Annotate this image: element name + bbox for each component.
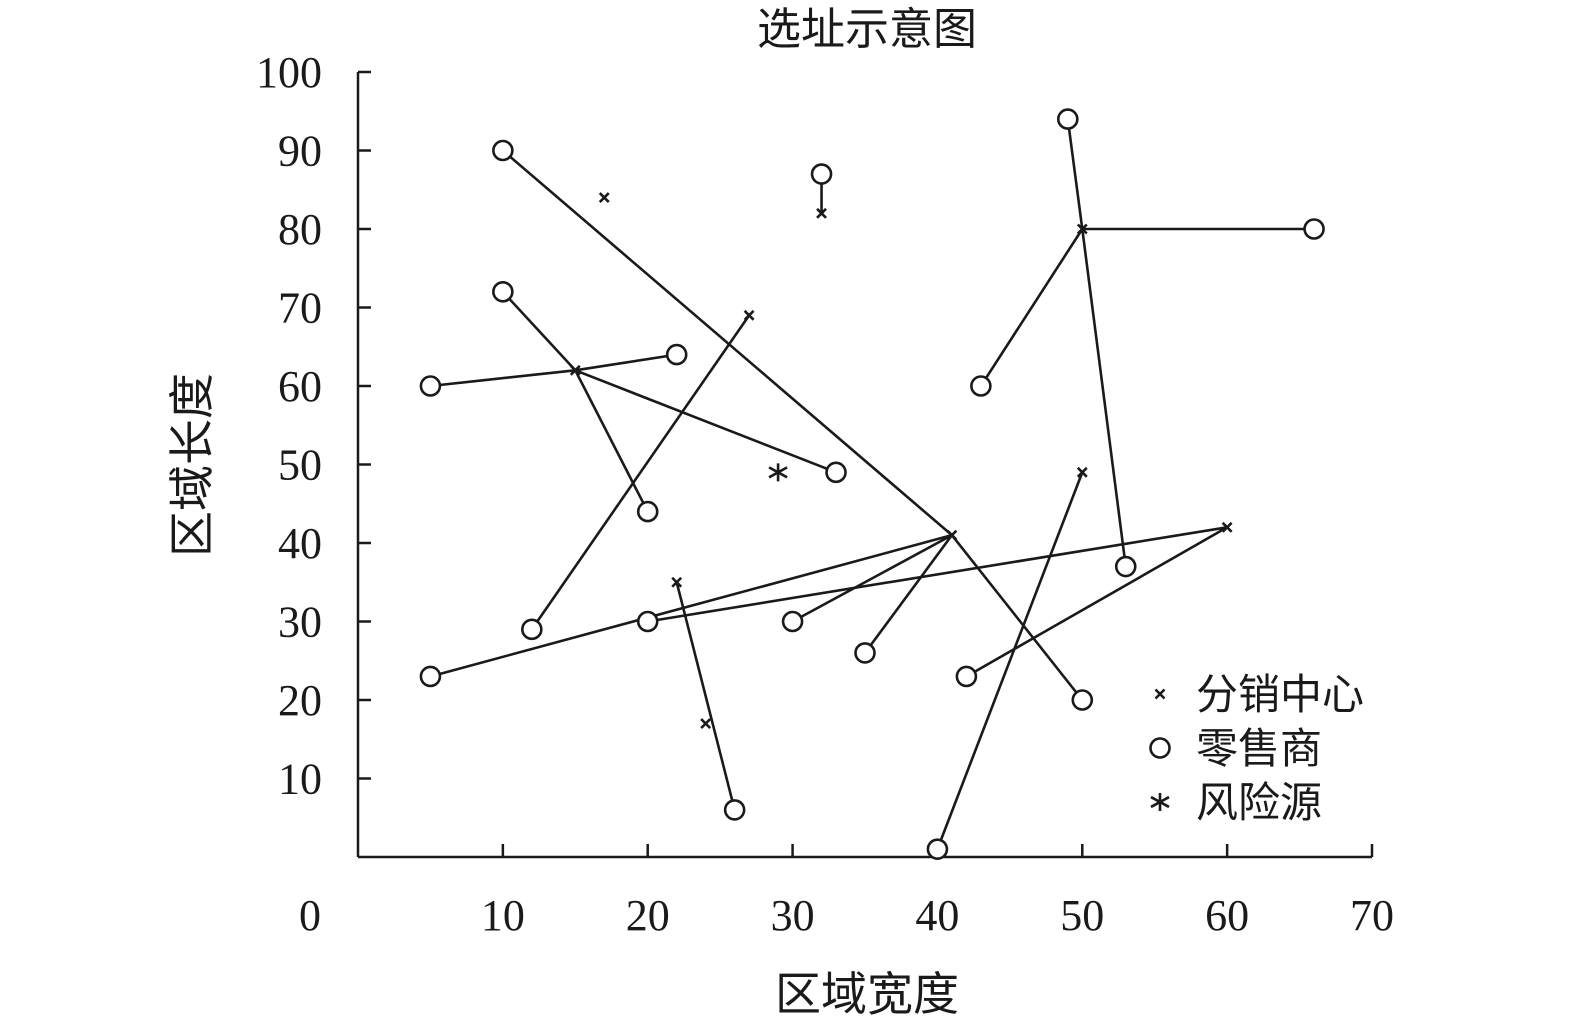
retailer-point-4 <box>665 343 688 366</box>
retailer-point-13 <box>926 838 949 860</box>
connection-line-13 <box>965 526 1228 678</box>
retailer-point-17 <box>1057 108 1079 130</box>
y-tick-label-30: 30 <box>278 598 322 647</box>
retailer-point-7 <box>521 618 543 641</box>
distribution-center-point-2 <box>743 309 755 321</box>
connection-line-18 <box>979 228 1084 387</box>
x-tick-label-60: 60 <box>1205 891 1249 940</box>
y-tick-label-40: 40 <box>278 519 322 568</box>
distribution-center-point-8 <box>671 576 683 588</box>
connection-line-11 <box>530 314 751 631</box>
y-tick-label-50: 50 <box>278 441 322 490</box>
legend-label-2: 风险源 <box>1196 778 1322 827</box>
legend-label-1: 零售商 <box>1196 724 1322 773</box>
chart-title: 选址示意图 <box>757 4 977 55</box>
legend-symbol-risk-source <box>1150 793 1170 811</box>
retailer-point-18 <box>970 375 992 397</box>
connection-line-0 <box>502 149 953 537</box>
y-tick-label-10: 10 <box>278 755 322 804</box>
x-tick-label-30: 30 <box>771 891 815 940</box>
legend-symbol-retailer <box>1149 737 1171 759</box>
y-tick-label-100: 100 <box>256 48 322 97</box>
connection-line-14 <box>675 581 736 811</box>
connection-lines <box>430 118 1315 850</box>
x-tick-label-10: 10 <box>481 891 525 940</box>
x-tick-label-70: 70 <box>1350 891 1394 940</box>
connection-line-4 <box>430 533 953 678</box>
connection-line-10 <box>574 369 837 474</box>
distribution-center-point-1 <box>816 207 827 219</box>
y-tick-label-20: 20 <box>278 676 322 725</box>
x-tick-label-50: 50 <box>1060 891 1104 940</box>
distribution-center-point-9 <box>700 718 712 729</box>
connection-line-12 <box>647 526 1228 623</box>
distribution-center-point-3 <box>569 364 581 376</box>
distribution-center-point-5 <box>1076 223 1088 235</box>
retailer-point-5 <box>825 461 847 484</box>
data-points <box>419 108 1325 860</box>
retailer-point-19 <box>1303 218 1325 240</box>
connection-line-15 <box>936 471 1084 850</box>
y-tick-label-90: 90 <box>278 127 322 176</box>
retailer-point-14 <box>955 665 978 688</box>
x-tick-label-40: 40 <box>915 891 959 940</box>
connection-line-6 <box>501 290 577 372</box>
legend-label-0: 分销中心 <box>1196 670 1364 719</box>
y-tick-label-80: 80 <box>278 205 322 254</box>
legend-symbol-distribution-center <box>1154 688 1166 700</box>
retailer-point-11 <box>854 642 876 664</box>
x-tick-label-20: 20 <box>626 891 670 940</box>
distribution-center-point-7 <box>1221 521 1233 533</box>
y-axis-label: 区域长度 <box>165 373 219 557</box>
connection-line-3 <box>863 534 953 654</box>
distribution-center-point-6 <box>1076 466 1088 478</box>
y-tick-label-60: 60 <box>278 362 322 411</box>
retailer-point-16 <box>1114 555 1137 578</box>
retailer-point-9 <box>419 665 442 688</box>
retailer-point-1 <box>810 163 833 185</box>
x-axis-label: 区域宽度 <box>775 967 959 1021</box>
retailer-point-10 <box>781 610 804 633</box>
retailer-point-3 <box>419 375 442 397</box>
retailer-point-15 <box>1071 689 1094 711</box>
retailer-point-2 <box>492 280 514 303</box>
connection-line-2 <box>791 534 953 623</box>
connection-line-7 <box>574 369 649 513</box>
retailer-point-0 <box>492 139 514 162</box>
distribution-center-point-4 <box>946 529 958 541</box>
distribution-center-point-0 <box>598 192 610 204</box>
risk-source-point-0 <box>768 463 788 482</box>
y-tick-label-70: 70 <box>278 284 322 333</box>
axes: 10 20 30 40 50 60 70 80 90 100 0 10 20 30 40 50 60 70 <box>256 48 1394 940</box>
retailer-point-8 <box>636 610 659 633</box>
connection-line-1 <box>950 534 1084 701</box>
connection-line-8 <box>430 369 576 388</box>
connection-line-17 <box>1080 228 1128 567</box>
connection-line-9 <box>575 353 677 372</box>
retailer-point-12 <box>723 799 746 821</box>
retailer-point-6 <box>636 500 659 523</box>
connection-line-16 <box>1066 118 1084 230</box>
x-tick-label-0: 0 <box>299 891 321 940</box>
